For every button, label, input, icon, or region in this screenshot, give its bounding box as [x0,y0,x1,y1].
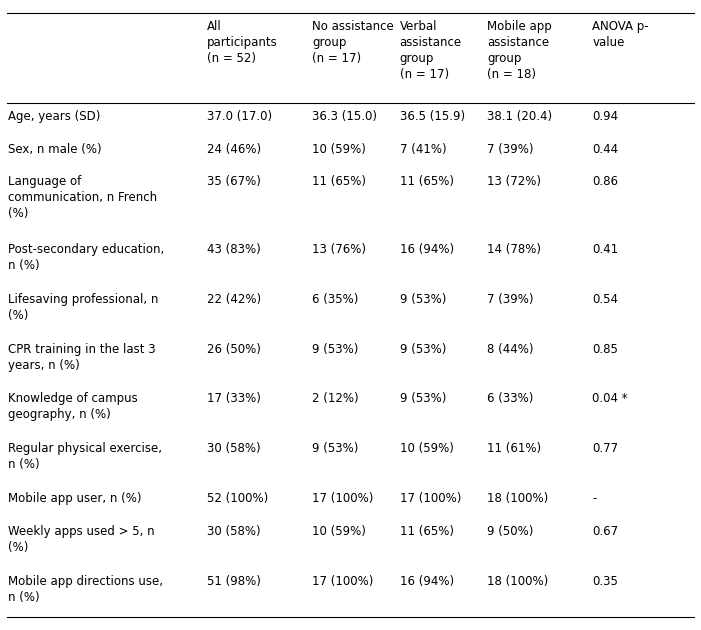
Text: 14 (78%): 14 (78%) [487,243,541,256]
Text: 0.67: 0.67 [592,525,618,537]
Text: 36.3 (15.0): 36.3 (15.0) [312,110,377,123]
Text: 6 (33%): 6 (33%) [487,392,533,406]
Text: 10 (59%): 10 (59%) [400,442,454,455]
Text: 30 (58%): 30 (58%) [207,442,260,455]
Text: -: - [592,493,597,505]
Text: 11 (65%): 11 (65%) [312,175,366,188]
Text: 9 (53%): 9 (53%) [312,343,358,355]
Text: Mobile app directions use,
n (%): Mobile app directions use, n (%) [8,575,163,604]
Text: Lifesaving professional, n
(%): Lifesaving professional, n (%) [8,292,159,321]
Text: 10 (59%): 10 (59%) [312,525,366,537]
Text: 10 (59%): 10 (59%) [312,142,366,156]
Text: 2 (12%): 2 (12%) [312,392,359,406]
Text: 0.94: 0.94 [592,110,618,123]
Text: 8 (44%): 8 (44%) [487,343,533,355]
Text: 0.41: 0.41 [592,243,618,256]
Text: Verbal
assistance
group
(n = 17): Verbal assistance group (n = 17) [400,20,462,81]
Text: 37.0 (17.0): 37.0 (17.0) [207,110,272,123]
Text: 0.44: 0.44 [592,142,618,156]
Text: 7 (39%): 7 (39%) [487,142,533,156]
Text: 7 (41%): 7 (41%) [400,142,447,156]
Text: 0.35: 0.35 [592,575,618,588]
Text: 18 (100%): 18 (100%) [487,575,548,588]
Text: ANOVA p-
value: ANOVA p- value [592,20,649,49]
Text: 52 (100%): 52 (100%) [207,493,268,505]
Text: 17 (100%): 17 (100%) [312,575,374,588]
Text: 13 (72%): 13 (72%) [487,175,541,188]
Text: Knowledge of campus
geography, n (%): Knowledge of campus geography, n (%) [8,392,138,421]
Text: 30 (58%): 30 (58%) [207,525,260,537]
Text: 0.54: 0.54 [592,292,618,306]
Text: 17 (33%): 17 (33%) [207,392,261,406]
Text: 16 (94%): 16 (94%) [400,575,454,588]
Text: 11 (65%): 11 (65%) [400,525,454,537]
Text: Post-secondary education,
n (%): Post-secondary education, n (%) [8,243,165,272]
Text: 11 (65%): 11 (65%) [400,175,454,188]
Text: No assistance
group
(n = 17): No assistance group (n = 17) [312,20,394,65]
Text: 36.5 (15.9): 36.5 (15.9) [400,110,465,123]
Text: Language of
communication, n French
(%): Language of communication, n French (%) [8,175,158,220]
Text: 0.04 *: 0.04 * [592,392,628,406]
Text: 9 (50%): 9 (50%) [487,525,533,537]
Text: 43 (83%): 43 (83%) [207,243,261,256]
Text: Sex, n male (%): Sex, n male (%) [8,142,102,156]
Text: 7 (39%): 7 (39%) [487,292,533,306]
Text: 13 (76%): 13 (76%) [312,243,366,256]
Text: 0.86: 0.86 [592,175,618,188]
Text: 9 (53%): 9 (53%) [400,392,446,406]
Text: 9 (53%): 9 (53%) [400,292,446,306]
Text: 16 (94%): 16 (94%) [400,243,454,256]
Text: 17 (100%): 17 (100%) [312,493,374,505]
Text: 0.85: 0.85 [592,343,618,355]
Text: 11 (61%): 11 (61%) [487,442,541,455]
Text: Mobile app
assistance
group
(n = 18): Mobile app assistance group (n = 18) [487,20,552,81]
Text: 6 (35%): 6 (35%) [312,292,358,306]
Text: Age, years (SD): Age, years (SD) [8,110,101,123]
Text: 9 (53%): 9 (53%) [400,343,446,355]
Text: 17 (100%): 17 (100%) [400,493,461,505]
Text: CPR training in the last 3
years, n (%): CPR training in the last 3 years, n (%) [8,343,156,372]
Text: 51 (98%): 51 (98%) [207,575,261,588]
Text: Weekly apps used > 5, n
(%): Weekly apps used > 5, n (%) [8,525,155,554]
Text: 22 (42%): 22 (42%) [207,292,261,306]
Text: All
participants
(n = 52): All participants (n = 52) [207,20,278,65]
Text: 9 (53%): 9 (53%) [312,442,358,455]
Text: 18 (100%): 18 (100%) [487,493,548,505]
Text: 26 (50%): 26 (50%) [207,343,261,355]
Text: Regular physical exercise,
n (%): Regular physical exercise, n (%) [8,442,163,471]
Text: 0.77: 0.77 [592,442,618,455]
Text: 38.1 (20.4): 38.1 (20.4) [487,110,552,123]
Text: 35 (67%): 35 (67%) [207,175,261,188]
Text: Mobile app user, n (%): Mobile app user, n (%) [8,493,142,505]
Text: 24 (46%): 24 (46%) [207,142,261,156]
